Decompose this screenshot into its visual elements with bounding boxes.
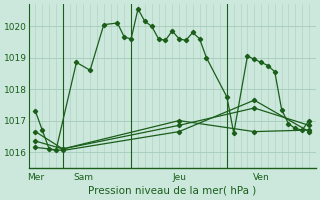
X-axis label: Pression niveau de la mer( hPa ): Pression niveau de la mer( hPa ) <box>88 186 256 196</box>
